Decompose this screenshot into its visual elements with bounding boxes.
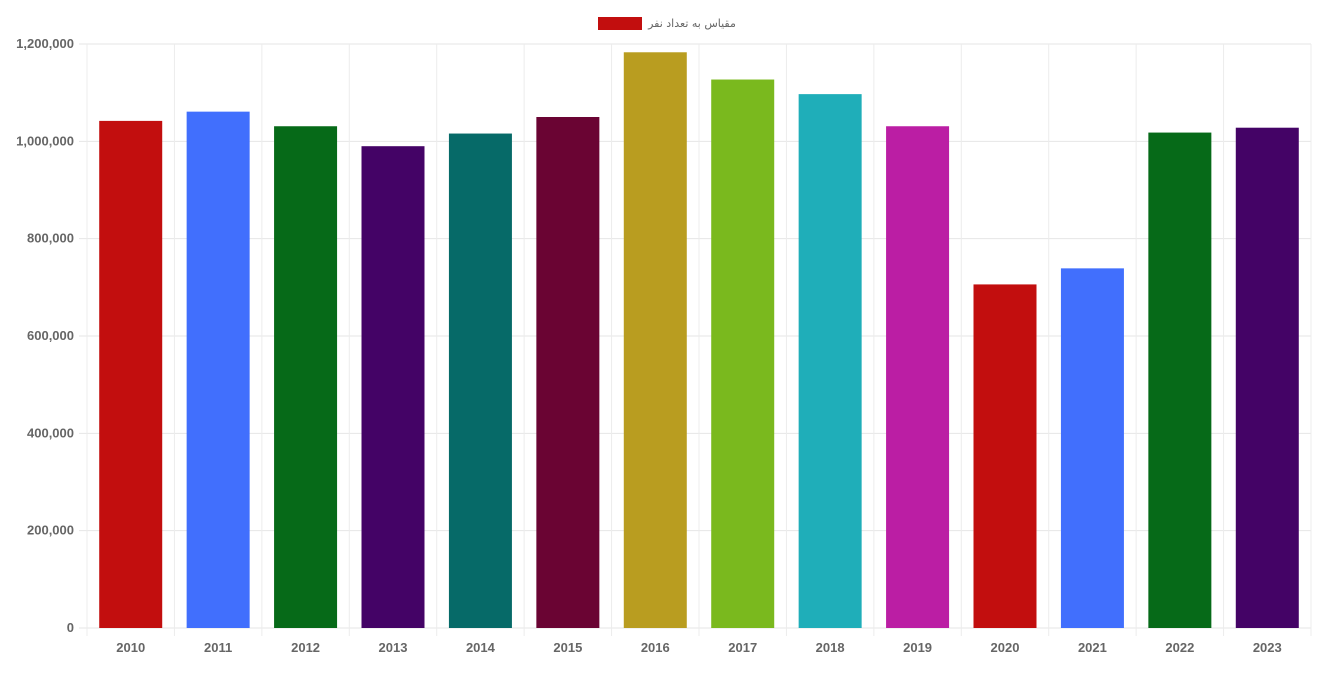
y-tick-label: 200,000 xyxy=(27,523,74,538)
x-tick-label: 2010 xyxy=(116,640,145,655)
y-tick-label: 1,000,000 xyxy=(16,133,74,148)
x-tick-label: 2015 xyxy=(553,640,582,655)
x-tick-label: 2013 xyxy=(379,640,408,655)
y-axis-ticks: 0 200,000 400,000 600,000 800,000 1,000,000 1,… xyxy=(16,36,74,635)
bar-2015[interactable] xyxy=(536,117,600,628)
x-tick-label: 2016 xyxy=(641,640,670,655)
y-tick-label: 400,000 xyxy=(27,425,74,440)
x-tick-label: 2011 xyxy=(204,640,232,655)
legend-item[interactable]: مقیاس به تعداد نفر xyxy=(598,17,736,30)
bar-2014[interactable] xyxy=(448,133,512,628)
y-tick-label: 1,200,000 xyxy=(16,36,74,51)
bars xyxy=(99,52,1299,629)
bar-2012[interactable] xyxy=(274,126,338,628)
x-tick-label: 2014 xyxy=(466,640,496,655)
x-tick-label: 2020 xyxy=(991,640,1020,655)
bar-2010[interactable] xyxy=(99,120,163,628)
x-tick-label: 2017 xyxy=(728,640,757,655)
bar-2020[interactable] xyxy=(973,284,1037,628)
grid xyxy=(79,43,1312,636)
bar-2013[interactable] xyxy=(361,146,425,628)
x-tick-label: 2022 xyxy=(1165,640,1194,655)
x-axis-ticks: 2010 2011 2012 2013 2014 2015 2016 2017 2018 2019… xyxy=(116,640,1281,655)
x-tick-label: 2023 xyxy=(1253,640,1282,655)
legend-swatch xyxy=(598,17,643,30)
x-tick-label: 2018 xyxy=(816,640,845,655)
legend-label: مقیاس به تعداد نفر xyxy=(648,17,736,30)
x-tick-label: 2021 xyxy=(1078,640,1107,655)
y-tick-label: 800,000 xyxy=(27,231,74,246)
bar-2019[interactable] xyxy=(886,126,950,628)
bar-2023[interactable] xyxy=(1235,127,1299,628)
bar-2022[interactable] xyxy=(1148,132,1212,628)
y-tick-label: 0 xyxy=(67,620,74,635)
bar-2016[interactable] xyxy=(623,52,687,629)
legend: مقیاس به تعداد نفر xyxy=(0,17,1334,30)
y-tick-label: 600,000 xyxy=(27,328,74,343)
bar-2021[interactable] xyxy=(1060,268,1124,628)
x-tick-label: 2012 xyxy=(291,640,320,655)
bar-2011[interactable] xyxy=(186,111,250,628)
bar-2017[interactable] xyxy=(711,79,775,628)
bar-2018[interactable] xyxy=(798,94,862,629)
x-tick-label: 2019 xyxy=(903,640,932,655)
